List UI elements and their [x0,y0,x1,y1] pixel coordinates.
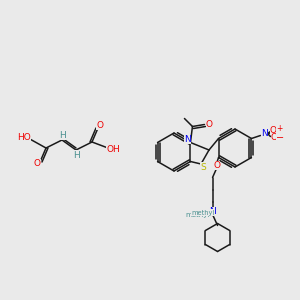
Text: O: O [97,121,104,130]
Text: −: − [276,134,284,143]
Text: methyl: methyl [191,209,214,215]
Text: O: O [34,160,40,169]
Text: HO: HO [17,134,31,142]
Text: N: N [184,135,191,144]
Text: O: O [271,133,278,142]
Text: O: O [206,120,213,129]
Text: S: S [200,163,206,172]
Text: O: O [270,126,277,135]
Text: +: + [276,124,283,133]
Text: O: O [213,161,220,170]
Text: N: N [209,207,216,216]
Text: H: H [73,151,80,160]
Text: methyl: methyl [185,212,210,218]
Text: H: H [58,130,65,140]
Text: N: N [261,129,268,138]
Text: OH: OH [106,145,120,154]
